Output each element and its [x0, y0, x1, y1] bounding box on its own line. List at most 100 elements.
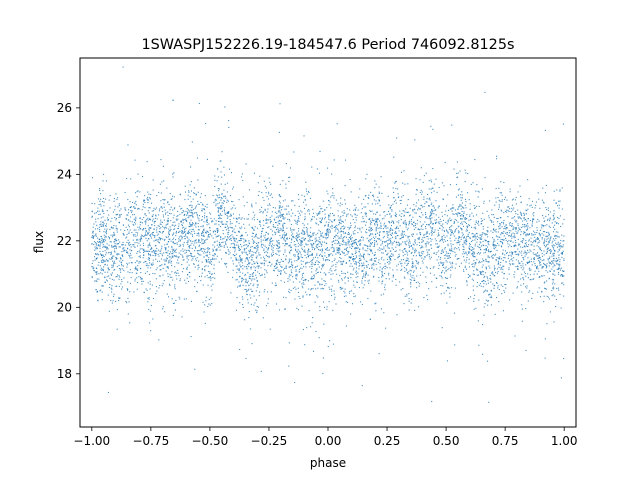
data-point: [159, 238, 161, 240]
data-point: [113, 269, 115, 271]
data-point: [408, 297, 410, 300]
data-point: [198, 220, 200, 222]
data-point: [271, 246, 273, 248]
data-point: [495, 253, 497, 255]
data-point: [547, 207, 549, 209]
data-point: [171, 276, 173, 278]
data-point: [460, 236, 462, 238]
data-point: [381, 243, 383, 245]
data-point: [442, 264, 444, 266]
data-point: [261, 206, 263, 208]
data-point: [319, 212, 321, 214]
data-point: [351, 247, 353, 250]
data-point: [425, 266, 427, 268]
data-point: [217, 187, 219, 190]
data-point: [545, 240, 547, 242]
data-point: [520, 284, 522, 286]
data-point: [522, 226, 524, 228]
data-point: [301, 244, 303, 246]
data-point: [182, 222, 184, 224]
data-point: [529, 233, 531, 235]
data-point: [245, 232, 247, 234]
data-point: [517, 225, 519, 227]
data-point: [103, 238, 105, 241]
data-point: [462, 207, 464, 209]
data-point: [274, 207, 276, 209]
data-point: [320, 234, 322, 236]
data-point: [393, 201, 396, 203]
data-point: [300, 260, 302, 262]
data-point: [113, 197, 115, 199]
data-point: [130, 178, 132, 180]
data-point: [123, 270, 125, 272]
data-point: [213, 268, 215, 270]
data-point: [245, 278, 247, 280]
data-point: [171, 195, 174, 197]
data-point: [446, 302, 448, 304]
data-point: [172, 302, 174, 305]
data-point: [400, 202, 402, 205]
data-point: [435, 240, 437, 242]
data-point: [437, 207, 439, 209]
data-point: [504, 225, 506, 227]
data-point: [266, 291, 269, 293]
data-point: [384, 215, 386, 217]
data-point: [442, 251, 444, 254]
data-point: [272, 240, 274, 242]
data-point: [494, 254, 496, 257]
data-point: [294, 266, 296, 268]
data-point: [405, 226, 407, 228]
data-point: [407, 183, 409, 185]
data-point: [539, 234, 541, 236]
data-point: [290, 249, 293, 251]
data-point: [524, 273, 526, 275]
data-point: [348, 244, 350, 246]
data-point: [238, 268, 240, 270]
data-point: [380, 308, 382, 310]
data-point: [159, 284, 161, 287]
data-point: [191, 205, 193, 207]
data-point: [501, 242, 504, 244]
data-point: [232, 269, 234, 271]
data-point: [541, 224, 543, 226]
data-point: [475, 237, 477, 239]
data-point: [441, 327, 443, 329]
data-point: [213, 241, 215, 243]
data-point: [485, 268, 487, 270]
data-point: [312, 246, 314, 249]
data-point: [233, 240, 235, 242]
data-point: [252, 232, 255, 235]
data-point: [349, 265, 351, 267]
data-point: [131, 232, 133, 234]
data-point: [218, 220, 220, 222]
data-point: [449, 256, 451, 258]
data-point: [313, 278, 315, 280]
data-point: [559, 263, 561, 265]
data-point: [106, 210, 108, 212]
data-point: [264, 209, 266, 211]
data-point: [105, 247, 107, 249]
data-point: [114, 234, 116, 236]
data-point: [174, 288, 176, 290]
data-point: [375, 260, 377, 262]
data-point: [501, 199, 503, 201]
data-point: [472, 266, 474, 268]
data-point: [458, 236, 461, 238]
data-point: [488, 215, 490, 217]
data-point: [467, 276, 470, 278]
data-point: [288, 211, 290, 213]
data-point: [245, 240, 247, 242]
data-point: [297, 242, 299, 244]
data-point: [316, 268, 318, 270]
data-point: [201, 250, 203, 252]
data-point: [338, 231, 340, 233]
data-point: [114, 209, 116, 211]
data-point: [403, 248, 405, 250]
data-point: [481, 261, 483, 263]
data-point: [208, 259, 210, 261]
data-point: [270, 220, 272, 222]
data-point: [487, 300, 489, 302]
data-point: [300, 210, 302, 212]
data-point: [512, 241, 514, 243]
data-point: [108, 258, 110, 260]
